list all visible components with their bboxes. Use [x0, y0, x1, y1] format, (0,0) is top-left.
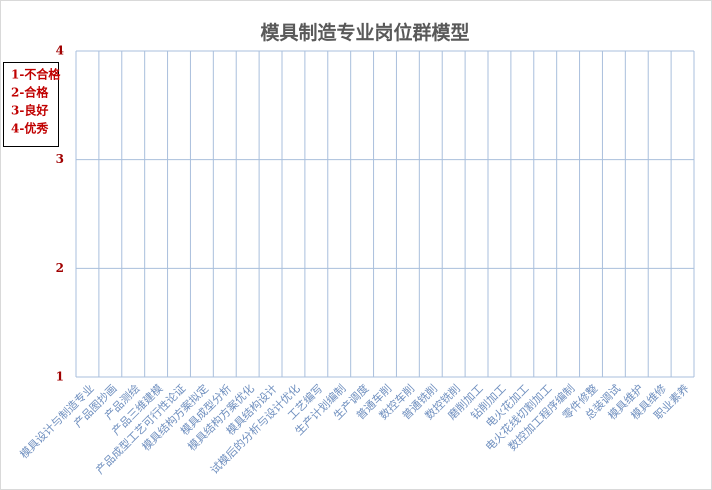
- y-tick-label: 1: [56, 370, 64, 384]
- annotation: 3-良好: [11, 103, 48, 118]
- annotation: 1-不合格: [11, 67, 61, 82]
- y-tick-label: 3: [56, 152, 64, 166]
- annotation: 4-优秀: [11, 121, 49, 136]
- annotation: 2-合格: [11, 85, 49, 100]
- y-tick-label: 4: [56, 44, 64, 58]
- legend-box: [3, 62, 59, 147]
- chart-title: 模具制造专业岗位群模型: [260, 21, 469, 44]
- y-tick-label: 2: [56, 261, 64, 275]
